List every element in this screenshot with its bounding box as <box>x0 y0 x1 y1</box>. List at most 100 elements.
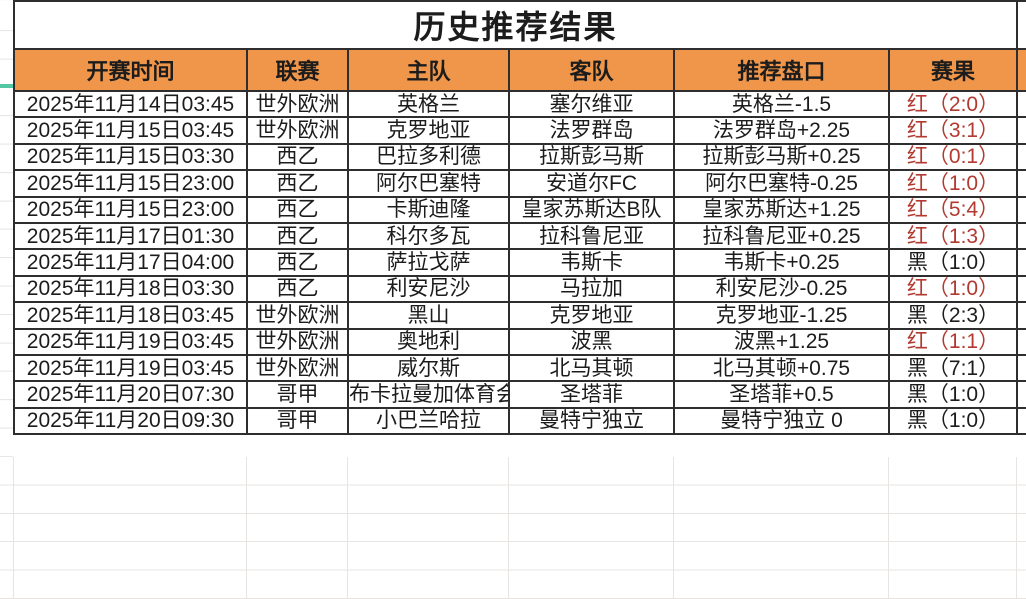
result-cell[interactable]: 黑（1:0） <box>887 248 1019 277</box>
league-cell[interactable]: 世外欧洲 <box>246 327 349 356</box>
result-cell[interactable]: 黑（7:1） <box>887 353 1019 383</box>
match-time-cell[interactable]: 2025年11月15日23:00 <box>13 195 248 224</box>
home-team-cell[interactable]: 萨拉戈萨 <box>347 248 510 277</box>
filler-cell <box>1016 89 1026 119</box>
handicap-cell[interactable]: 利安尼沙-0.25 <box>673 274 890 304</box>
result-cell[interactable]: 红（5:4） <box>887 195 1019 224</box>
handicap-cell[interactable]: 拉科鲁尼亚+0.25 <box>673 221 890 251</box>
home-team-cell[interactable]: 布卡拉曼加体育会 <box>347 380 510 409</box>
handicap-cell[interactable]: 波黑+1.25 <box>673 327 890 356</box>
home-team-cell[interactable]: 黑山 <box>347 301 510 330</box>
league-cell[interactable]: 哥甲 <box>246 380 349 409</box>
home-team-cell[interactable]: 小巴兰哈拉 <box>347 406 510 436</box>
home-team-cell[interactable]: 克罗地亚 <box>347 116 510 145</box>
col-header-away[interactable]: 客队 <box>508 48 675 92</box>
filler-cell <box>1016 406 1026 436</box>
away-team-cell[interactable]: 塞尔维亚 <box>508 89 675 119</box>
sheet-margin-strip <box>0 0 13 457</box>
match-time-cell[interactable]: 2025年11月17日04:00 <box>13 248 248 277</box>
handicap-cell[interactable]: 韦斯卡+0.25 <box>673 248 890 277</box>
handicap-cell[interactable]: 阿尔巴塞特-0.25 <box>673 169 890 198</box>
away-team-cell[interactable]: 皇家苏斯达B队 <box>508 195 675 224</box>
home-team-cell[interactable]: 利安尼沙 <box>347 274 510 304</box>
grid-line <box>508 457 509 599</box>
result-cell[interactable]: 红（2:0） <box>887 89 1019 119</box>
league-cell[interactable]: 西乙 <box>246 274 349 304</box>
match-time-cell[interactable]: 2025年11月20日07:30 <box>13 380 248 409</box>
home-team-cell[interactable]: 阿尔巴塞特 <box>347 169 510 198</box>
home-team-cell[interactable]: 卡斯迪隆 <box>347 195 510 224</box>
away-team-cell[interactable]: 圣塔菲 <box>508 380 675 409</box>
page-title[interactable]: 历史推荐结果 <box>12 0 1019 50</box>
result-cell[interactable]: 红（1:0） <box>887 169 1019 198</box>
match-time-cell[interactable]: 2025年11月17日01:30 <box>13 221 248 251</box>
table-row: 2025年11月15日23:00 西乙 阿尔巴塞特 安道尔FC 阿尔巴塞特-0.… <box>13 169 1026 198</box>
away-team-cell[interactable]: 拉斯彭马斯 <box>508 142 675 172</box>
result-cell[interactable]: 红（3:1） <box>887 116 1019 145</box>
filler-cell <box>1016 380 1026 409</box>
result-cell[interactable]: 红（1:1） <box>887 327 1019 356</box>
handicap-cell[interactable]: 皇家苏斯达+1.25 <box>673 195 890 224</box>
away-team-cell[interactable]: 法罗群岛 <box>508 116 675 145</box>
filler-cell <box>1016 221 1026 251</box>
col-header-league[interactable]: 联赛 <box>246 48 349 92</box>
results-table: 历史推荐结果 开赛时间 联赛 主队 客队 推荐盘口 赛果 2025年11月14日… <box>12 0 1026 436</box>
table-row: 2025年11月20日07:30 哥甲 布卡拉曼加体育会 圣塔菲 圣塔菲+0.5… <box>13 380 1026 409</box>
match-time-cell[interactable]: 2025年11月15日03:45 <box>13 116 248 145</box>
league-cell[interactable]: 世外欧洲 <box>246 301 349 330</box>
away-team-cell[interactable]: 北马其顿 <box>508 353 675 383</box>
result-cell[interactable]: 红（1:0） <box>887 274 1019 304</box>
handicap-cell[interactable]: 圣塔菲+0.5 <box>673 380 890 409</box>
result-cell[interactable]: 红（1:3） <box>887 221 1019 251</box>
league-cell[interactable]: 哥甲 <box>246 406 349 436</box>
league-cell[interactable]: 西乙 <box>246 248 349 277</box>
league-cell[interactable]: 世外欧洲 <box>246 89 349 119</box>
away-team-cell[interactable]: 韦斯卡 <box>508 248 675 277</box>
away-team-cell[interactable]: 安道尔FC <box>508 169 675 198</box>
result-cell[interactable]: 红（0:1） <box>887 142 1019 172</box>
match-time-cell[interactable]: 2025年11月19日03:45 <box>13 353 248 383</box>
home-team-cell[interactable]: 英格兰 <box>347 89 510 119</box>
home-team-cell[interactable]: 威尔斯 <box>347 353 510 383</box>
home-team-cell[interactable]: 科尔多瓦 <box>347 221 510 251</box>
away-team-cell[interactable]: 克罗地亚 <box>508 301 675 330</box>
filler-cell <box>1016 116 1026 145</box>
title-row: 历史推荐结果 <box>12 0 1026 50</box>
result-cell[interactable]: 黑（1:0） <box>887 380 1019 409</box>
match-time-cell[interactable]: 2025年11月15日03:30 <box>13 142 248 172</box>
handicap-cell[interactable]: 拉斯彭马斯+0.25 <box>673 142 890 172</box>
away-team-cell[interactable]: 波黑 <box>508 327 675 356</box>
result-cell[interactable]: 黑（2:3） <box>887 301 1019 330</box>
col-header-home[interactable]: 主队 <box>347 48 510 92</box>
home-team-cell[interactable]: 巴拉多利德 <box>347 142 510 172</box>
league-cell[interactable]: 西乙 <box>246 169 349 198</box>
handicap-cell[interactable]: 英格兰-1.5 <box>673 89 890 119</box>
table-row: 2025年11月20日09:30 哥甲 小巴兰哈拉 曼特宁独立 曼特宁独立 0 … <box>13 406 1026 436</box>
col-header-time[interactable]: 开赛时间 <box>13 48 248 92</box>
match-time-cell[interactable]: 2025年11月15日23:00 <box>13 169 248 198</box>
match-time-cell[interactable]: 2025年11月19日03:45 <box>13 327 248 356</box>
match-time-cell[interactable]: 2025年11月18日03:45 <box>13 301 248 330</box>
col-header-result[interactable]: 赛果 <box>887 48 1019 92</box>
away-team-cell[interactable]: 拉科鲁尼亚 <box>508 221 675 251</box>
handicap-cell[interactable]: 法罗群岛+2.25 <box>673 116 890 145</box>
match-time-cell[interactable]: 2025年11月14日03:45 <box>13 89 248 119</box>
away-team-cell[interactable]: 曼特宁独立 <box>508 406 675 436</box>
col-header-handicap[interactable]: 推荐盘口 <box>673 48 890 92</box>
league-cell[interactable]: 西乙 <box>246 142 349 172</box>
league-cell[interactable]: 西乙 <box>246 195 349 224</box>
away-team-cell[interactable]: 马拉加 <box>508 274 675 304</box>
handicap-cell[interactable]: 曼特宁独立 0 <box>673 406 890 436</box>
home-team-cell[interactable]: 奥地利 <box>347 327 510 356</box>
filler-cell <box>1016 0 1026 50</box>
league-cell[interactable]: 西乙 <box>246 221 349 251</box>
handicap-cell[interactable]: 克罗地亚-1.25 <box>673 301 890 330</box>
league-cell[interactable]: 世外欧洲 <box>246 353 349 383</box>
grid-line <box>888 457 889 599</box>
result-cell[interactable]: 黑（1:0） <box>887 406 1019 436</box>
table-row: 2025年11月17日04:00 西乙 萨拉戈萨 韦斯卡 韦斯卡+0.25 黑（… <box>13 248 1026 277</box>
league-cell[interactable]: 世外欧洲 <box>246 116 349 145</box>
match-time-cell[interactable]: 2025年11月20日09:30 <box>13 406 248 436</box>
match-time-cell[interactable]: 2025年11月18日03:30 <box>13 274 248 304</box>
handicap-cell[interactable]: 北马其顿+0.75 <box>673 353 890 383</box>
